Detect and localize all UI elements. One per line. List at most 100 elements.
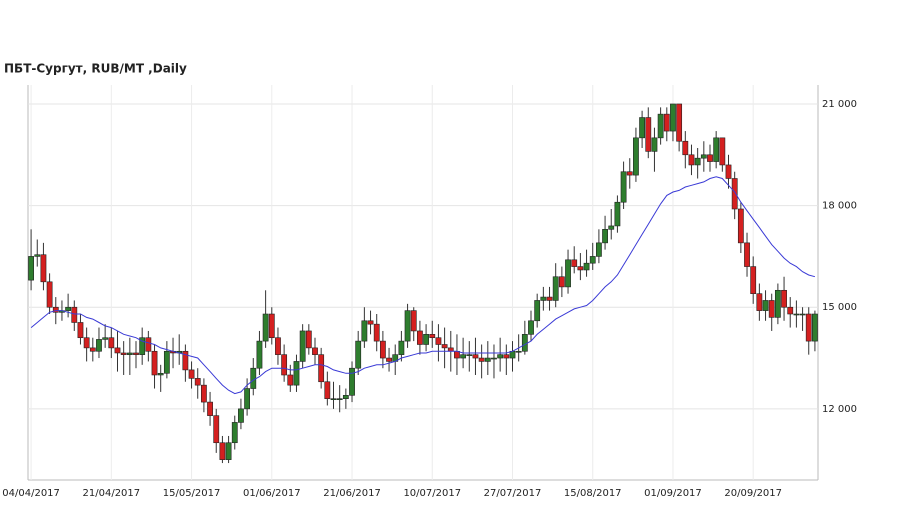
x-tick-label: 21/06/2017 [323,488,381,499]
candle-body [633,137,639,176]
candle-body [96,339,102,352]
candle-body [577,266,584,271]
x-tick-label: 01/06/2017 [243,488,301,499]
candle-body [812,313,818,342]
candle-body [768,300,775,318]
candle-body [639,117,646,139]
candle-body [787,306,794,315]
candle-body [305,330,312,349]
candle-body [417,330,423,345]
candle-body [737,208,744,244]
candle-body [102,337,109,340]
x-tick-label: 10/07/2017 [403,488,461,499]
candle-body [707,154,713,162]
candle-body [651,137,658,152]
candle-body [336,398,343,400]
candle-body [312,347,318,355]
candle-body [299,330,306,362]
candle-body [410,310,417,332]
candle-body [700,154,707,159]
candle-body [534,300,541,322]
candle-body [713,137,720,162]
candle-body [262,313,269,342]
candle-body [114,347,121,354]
candle-body [238,408,244,423]
candle-body [398,340,405,355]
candle-body [404,310,411,342]
candle-body [293,361,300,386]
candle-body [571,259,578,267]
candle-body [225,442,232,460]
candle-body [546,296,553,301]
y-tick-label: 21 000 [822,99,857,110]
candle-body [552,276,559,301]
candle-body [602,229,608,244]
candle-body [145,337,152,352]
candle-body [694,157,701,166]
candle-body [460,354,467,359]
x-tick-label: 15/08/2017 [564,488,622,499]
candle-body [330,398,337,400]
candle-body [250,367,257,389]
candle-body [472,354,479,359]
x-tick-label: 21/04/2017 [83,488,141,499]
x-tick-label: 20/09/2017 [724,488,782,499]
candle-body [478,357,485,362]
candle-body [77,322,84,339]
candle-body [676,103,683,142]
candle-body [318,354,325,383]
candle-body [423,334,429,345]
candle-body [275,337,281,355]
candle-body [231,422,238,444]
candle-body [670,103,676,132]
candle-body [342,395,349,399]
candle-body [688,154,695,166]
candle-body [608,225,615,230]
candle-body [379,340,386,359]
candle-body [744,242,750,267]
candle-body [750,266,757,294]
candle-body [528,320,534,335]
candle-body [151,350,158,376]
candle-body [731,178,738,210]
candle-body [219,442,226,460]
candle-body [46,281,53,308]
moving-average-line [30,176,816,395]
candle-body [805,313,812,342]
candle-body [645,117,652,152]
candle-body [281,354,288,376]
candle-body [108,337,115,349]
candle-body [725,164,732,179]
y-tick-label: 15 000 [822,302,857,313]
chart-title: ПБТ-Сургут, RUB/MT ,Daily [4,62,187,76]
candle-body [774,289,781,318]
candle-body [349,367,355,396]
candle-body [781,289,787,308]
candle-body [207,401,213,416]
candle-body [491,357,497,360]
candle-body [595,242,602,257]
candle-body [799,313,806,316]
candle-body [40,254,47,283]
candle-body [466,354,473,356]
candle-body [244,388,251,410]
candle-body [355,340,362,369]
candle-body [361,320,368,342]
x-tick-label: 01/09/2017 [644,488,702,499]
candle-body [65,306,72,311]
candle-body [157,372,164,376]
candle-body [435,337,442,345]
candle-body [256,340,263,369]
candle-body [71,306,78,323]
candle-body [756,293,763,311]
candle-body [429,334,436,339]
candle-body [497,354,504,359]
candle-body [126,352,133,355]
candle-body [614,201,621,227]
candle-body [515,350,522,353]
candle-body [324,381,331,399]
candle-body [663,113,670,132]
candle-body [188,369,195,379]
candle-body [484,357,491,362]
